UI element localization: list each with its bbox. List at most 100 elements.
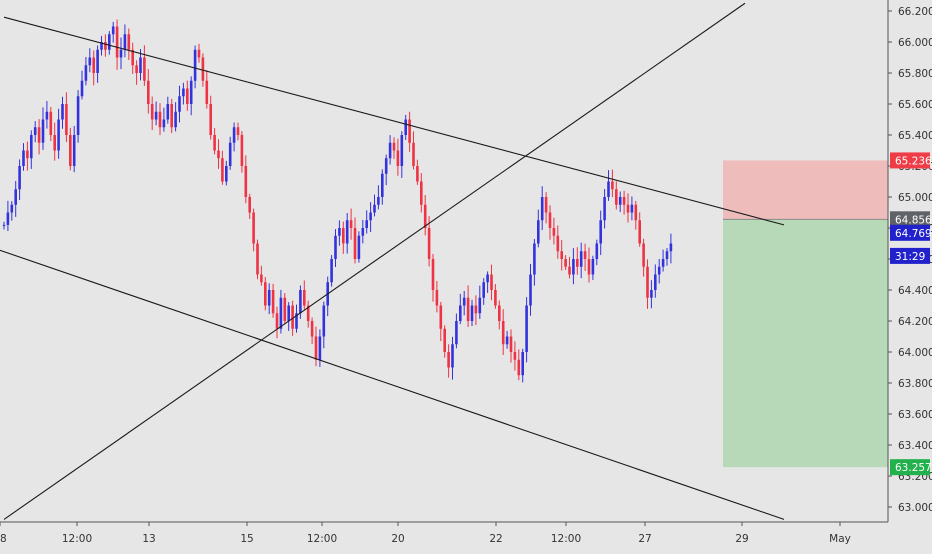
candle-body [217, 150, 220, 159]
candle-body [622, 197, 626, 205]
candle [365, 210, 368, 234]
candle-body [365, 220, 368, 228]
candle [615, 181, 618, 210]
candle [435, 280, 439, 313]
candle [490, 264, 493, 301]
candle [217, 139, 220, 169]
candle-body [482, 282, 485, 298]
x-tick-label: 22 [489, 533, 502, 545]
candle [420, 173, 423, 213]
candle [186, 80, 189, 111]
candle-body [37, 127, 41, 143]
candle [143, 45, 146, 86]
candle-body [650, 290, 653, 298]
candle [228, 136, 232, 170]
candle-body [189, 80, 193, 104]
candle-body [396, 150, 400, 166]
candle [57, 108, 60, 159]
candle-body [111, 26, 115, 35]
candle-body [564, 259, 567, 267]
candle [69, 127, 72, 171]
candle-body [474, 305, 478, 314]
y-tick-label: 66.000 [898, 37, 932, 49]
candle [599, 210, 602, 256]
upper-channel-line[interactable] [3, 16, 785, 226]
candle [404, 114, 407, 141]
x-tick-label: 13 [142, 533, 155, 545]
candle [544, 192, 548, 224]
candle-body [256, 243, 259, 275]
candle [650, 280, 653, 309]
candle [256, 239, 259, 280]
rising-trend-line[interactable] [3, 2, 746, 520]
candle-body [657, 266, 661, 275]
candle [108, 31, 111, 55]
candle-body [455, 321, 458, 345]
y-tick-label: 63.800 [898, 378, 932, 390]
candle-body [373, 204, 376, 213]
candle-body [193, 49, 197, 81]
candle-body [108, 34, 111, 50]
candle [264, 276, 267, 311]
candle [416, 159, 419, 185]
candle [381, 169, 384, 205]
candle [49, 106, 53, 142]
candle [154, 101, 158, 126]
candle [53, 122, 56, 161]
candle-body [443, 328, 446, 352]
candle-body [498, 305, 501, 321]
candle [587, 247, 591, 283]
candle [189, 76, 193, 116]
candle-body [84, 65, 88, 81]
candle [517, 349, 521, 381]
candle-body [560, 251, 563, 259]
candle [303, 280, 306, 310]
candle-body [540, 197, 544, 221]
candle [314, 326, 318, 367]
candle-body [521, 352, 524, 376]
candle-body [470, 305, 474, 321]
candle [373, 194, 376, 217]
candle [131, 42, 134, 74]
candle [240, 131, 244, 173]
lower-channel-line[interactable] [0, 225, 785, 520]
candle-body [57, 119, 60, 151]
candle-body [295, 313, 298, 329]
candle [357, 231, 361, 263]
candle-body [244, 166, 248, 197]
candle-body [423, 204, 427, 228]
candle [334, 229, 337, 268]
candle [509, 329, 513, 363]
x-tick-label: 8 [0, 533, 7, 545]
candle [552, 217, 556, 245]
candle-body [88, 57, 92, 66]
candle-body [451, 344, 454, 368]
candle-body [576, 259, 579, 267]
last-price-label: 64.769 [890, 224, 932, 241]
entry-price-badge [890, 211, 930, 228]
x-tick-label: 29 [735, 533, 748, 545]
candle [84, 56, 88, 86]
candle [197, 43, 201, 63]
candle [209, 95, 212, 140]
candle [10, 201, 14, 221]
candle [26, 141, 29, 171]
candle [18, 159, 21, 200]
candle-body [322, 305, 326, 337]
candle-body [525, 305, 528, 352]
candle [654, 264, 657, 298]
candle [271, 283, 275, 318]
candle-body [186, 88, 189, 104]
candle-body [314, 336, 318, 360]
candle [123, 24, 127, 58]
candle-body [486, 274, 489, 283]
candle-body [174, 111, 177, 128]
candle [287, 302, 290, 331]
candle [396, 138, 400, 176]
candle [72, 125, 76, 173]
y-tick-label: 63.000 [898, 502, 932, 514]
candle-body [197, 49, 201, 58]
